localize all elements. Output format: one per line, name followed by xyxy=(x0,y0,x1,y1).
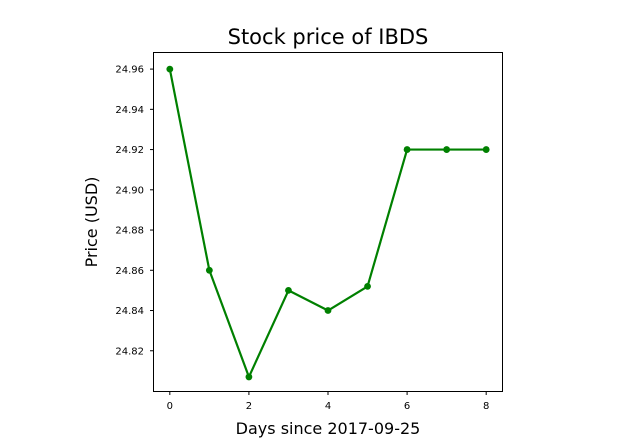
y-tick-label: 24.90 xyxy=(115,185,144,196)
series-line xyxy=(168,67,488,379)
y-tick-label: 24.92 xyxy=(115,145,144,156)
data-point xyxy=(364,282,371,290)
plot-area: 24.82 24.84 24.86 24.88 24.90 24.92 24.94 24.96… xyxy=(115,52,503,412)
data-point xyxy=(166,65,174,73)
chart-title: Stock price of IBDS xyxy=(228,25,429,49)
plot-frame xyxy=(153,52,503,392)
data-point xyxy=(403,146,411,153)
data-point xyxy=(324,307,332,314)
y-tick-label: 24.94 xyxy=(115,105,144,116)
x-tick-label: 4 xyxy=(325,401,331,412)
data-point xyxy=(205,266,213,274)
data-point xyxy=(245,373,253,381)
x-axis-ticks: 0 2 4 6 8 xyxy=(167,391,489,412)
y-axis-ticks: 24.82 24.84 24.86 24.88 24.90 24.92 24.94 24.96 xyxy=(115,65,154,357)
y-tick-label: 24.82 xyxy=(115,346,144,357)
data-point xyxy=(482,146,490,153)
data-point xyxy=(285,287,292,294)
series-layer xyxy=(166,65,490,381)
y-tick-label: 24.86 xyxy=(115,266,144,277)
y-tick-label: 24.96 xyxy=(115,65,144,76)
y-tick-label: 24.88 xyxy=(115,226,144,237)
x-axis-label: Days since 2017-09-25 xyxy=(236,419,421,438)
x-tick-label: 8 xyxy=(483,401,489,412)
y-tick-label: 24.84 xyxy=(115,306,144,317)
x-tick-label: 0 xyxy=(167,401,173,412)
data-point xyxy=(443,146,451,153)
x-tick-label: 6 xyxy=(404,401,410,412)
x-tick-label: 2 xyxy=(246,401,252,412)
y-axis-label: Price (USD) xyxy=(82,177,101,268)
